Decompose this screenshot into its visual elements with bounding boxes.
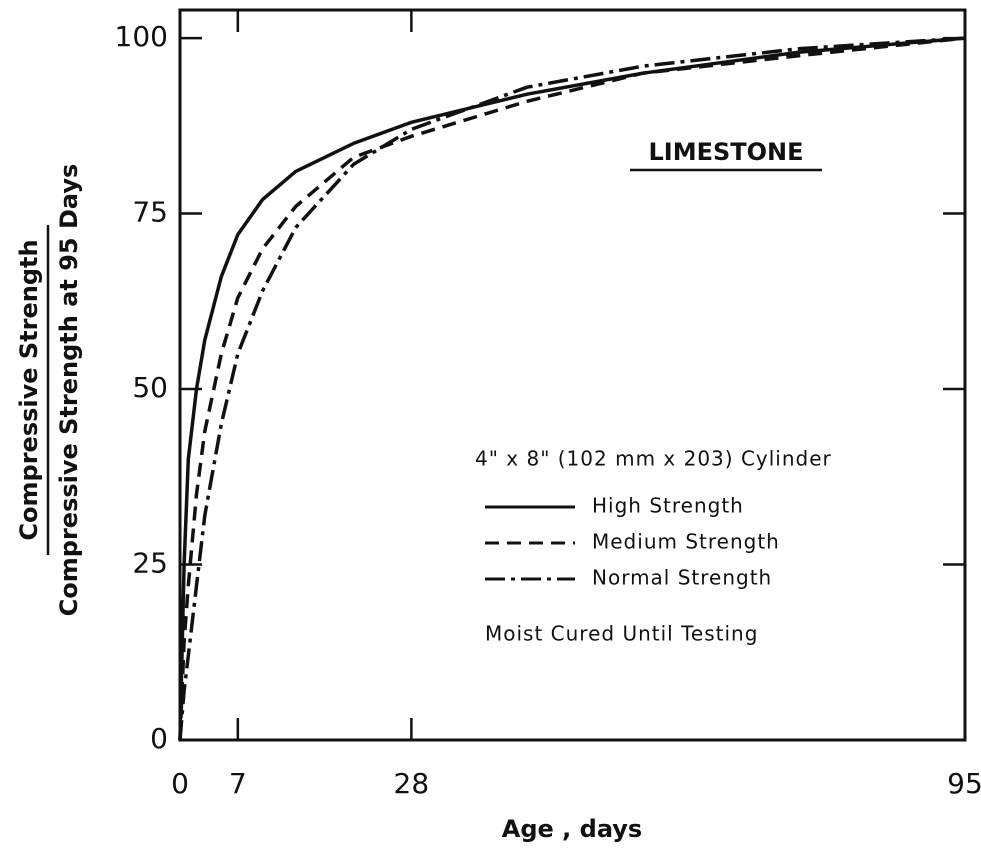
series-line: [178, 36, 966, 741]
series-line: [178, 36, 966, 741]
annotation: 4" x 8" (102 mm x 203) Cylinder: [475, 447, 832, 471]
x-tick-label: 28: [394, 767, 430, 800]
y-tick-label: 75: [132, 196, 168, 229]
series-line: [178, 36, 966, 741]
y-tick-label: 100: [115, 20, 168, 53]
x-tick-label: 7: [229, 767, 247, 800]
legend-label: Medium Strength: [592, 530, 780, 554]
y-axis-label: Compressive Strength at 95 Days: [55, 164, 83, 617]
chart-title: LIMESTONE: [648, 138, 803, 166]
annotation: Moist Cured Until Testing: [485, 622, 758, 646]
legend-label: Normal Strength: [592, 566, 772, 590]
x-tick-label: 95: [947, 767, 981, 800]
x-tick-label: 0: [171, 767, 189, 800]
y-tick-label: 25: [132, 547, 168, 580]
y-tick-label: 0: [150, 722, 168, 755]
x-axis-label: Age , days: [502, 815, 642, 843]
plot-frame: [178, 8, 967, 742]
legend-label: High Strength: [592, 494, 744, 518]
y-tick-label: 50: [132, 371, 168, 404]
y-axis-label: Compressive Strength: [15, 239, 43, 540]
